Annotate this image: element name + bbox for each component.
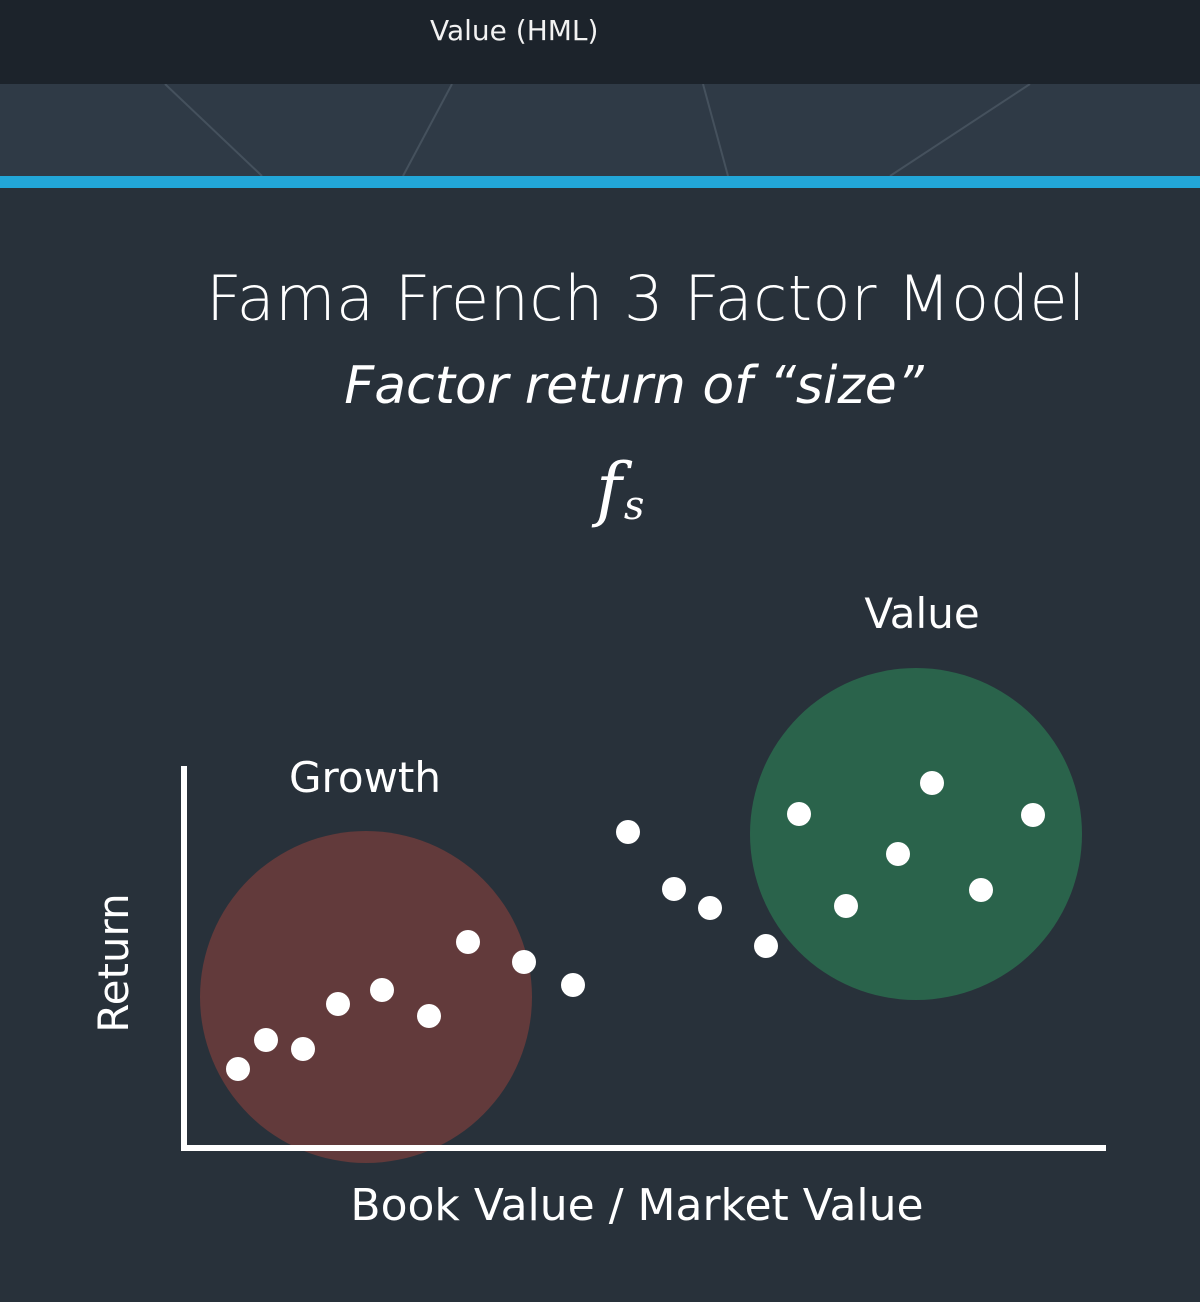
formula-base: f xyxy=(596,448,622,530)
data-point xyxy=(1021,803,1045,827)
window-title: Value (HML) xyxy=(430,14,599,47)
data-point xyxy=(417,1004,441,1028)
slide-title: Fama French 3 Factor Model xyxy=(206,262,1086,335)
slide-subtitle: Factor return of “size” xyxy=(344,356,924,416)
growth-label: Growth xyxy=(289,753,441,802)
formula-subscript: s xyxy=(623,483,645,529)
data-point xyxy=(920,771,944,795)
data-point xyxy=(456,930,480,954)
data-point xyxy=(254,1028,278,1052)
data-point xyxy=(886,842,910,866)
accent-bar xyxy=(0,176,1200,188)
data-points xyxy=(226,771,1045,1081)
data-point xyxy=(326,992,350,1016)
data-point xyxy=(662,877,686,901)
data-point xyxy=(370,978,394,1002)
data-point xyxy=(698,896,722,920)
data-point xyxy=(226,1057,250,1081)
value-label: Value xyxy=(864,589,979,638)
data-point xyxy=(616,820,640,844)
formula: fs xyxy=(596,448,644,530)
x-axis-label: Book Value / Market Value xyxy=(350,1180,923,1231)
banner-pattern xyxy=(164,84,1031,176)
data-point xyxy=(834,894,858,918)
y-axis-label: Return xyxy=(89,893,138,1032)
growth-cluster xyxy=(200,831,532,1163)
data-point xyxy=(969,878,993,902)
data-point xyxy=(512,950,536,974)
data-point xyxy=(291,1037,315,1061)
data-point xyxy=(787,802,811,826)
title-bar: Value (HML) xyxy=(0,0,1200,84)
value-cluster xyxy=(750,668,1082,1000)
data-point xyxy=(754,934,778,958)
data-point xyxy=(561,973,585,997)
header-banner xyxy=(0,84,1200,176)
